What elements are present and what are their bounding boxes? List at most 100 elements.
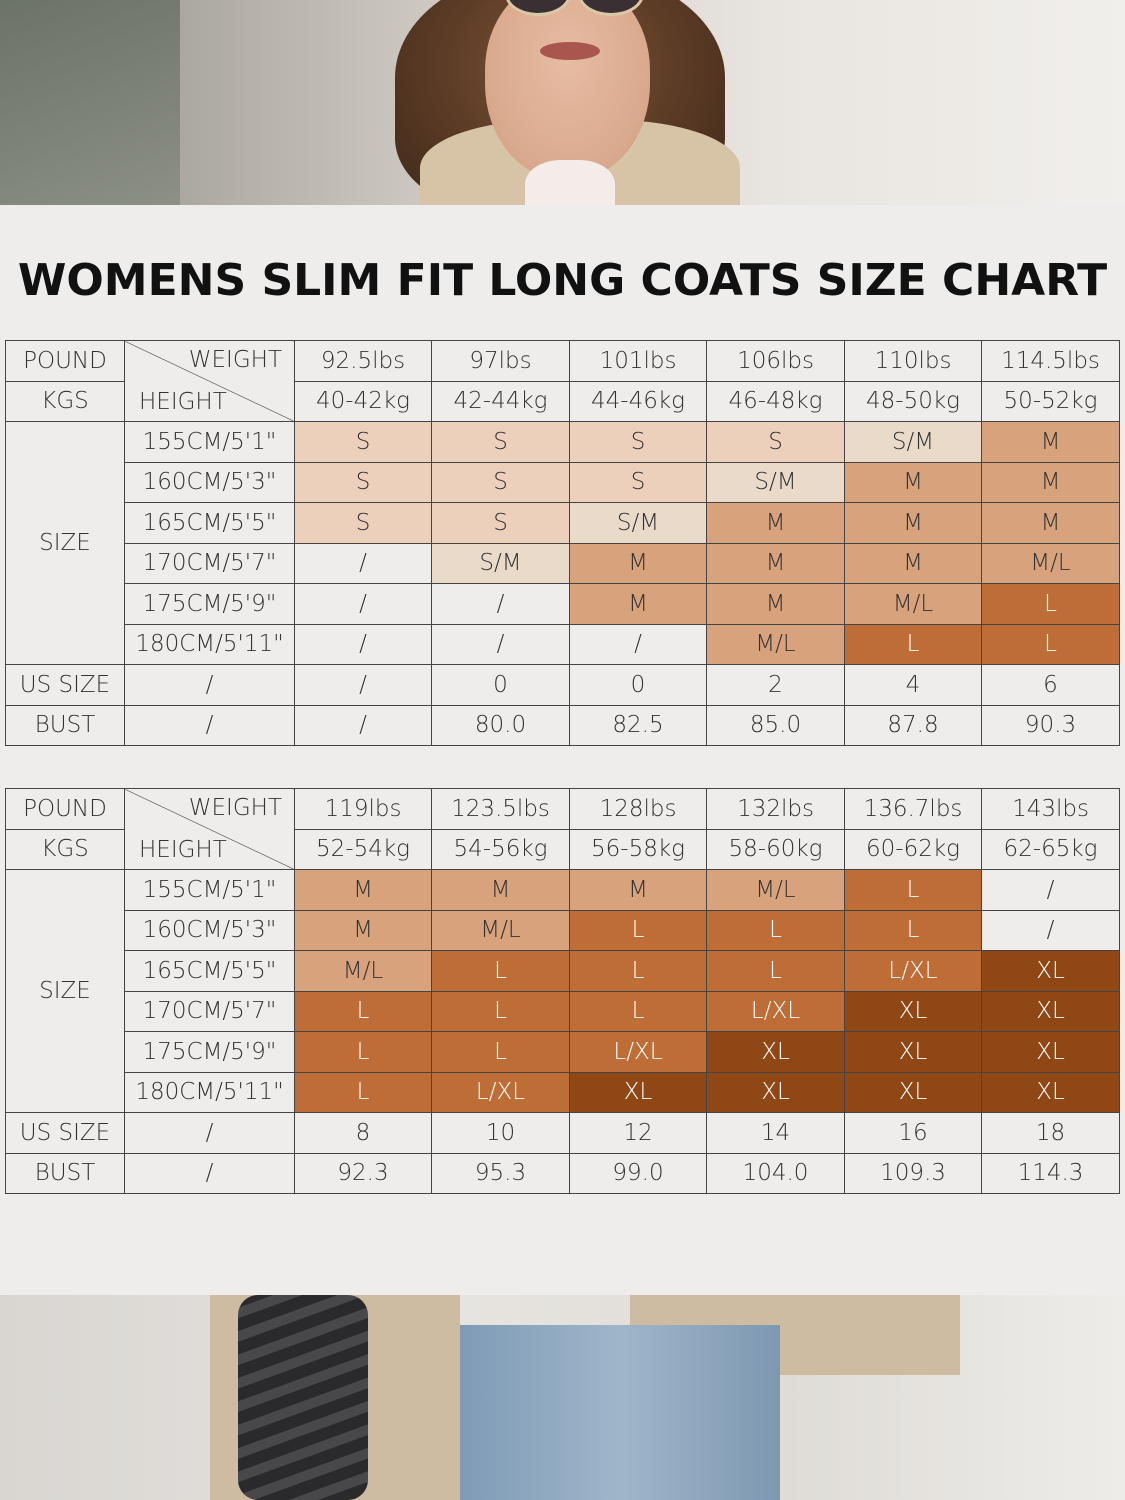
size-cell: M (981, 421, 1120, 463)
us-size-cell: 18 (981, 1112, 1120, 1154)
size-table-2: POUND WEIGHT HEIGHT 119lbs 123.5lbs 128lbs 132… (5, 788, 1120, 1194)
size-cell: M (569, 583, 707, 625)
kgs-cell: 54-56kg (431, 828, 570, 870)
size-cell: M/L (294, 950, 432, 992)
size-cell: XL (706, 1031, 845, 1073)
bust-label: BUST (5, 1152, 125, 1194)
us-size-cell: 8 (294, 1112, 432, 1154)
us-size-row: US SIZE //0 0 2 4 6 (5, 664, 1120, 706)
size-cell: L (844, 869, 982, 911)
size-cell: L (431, 950, 570, 992)
size-cell: / (569, 623, 707, 665)
pound-cell: 97lbs (431, 340, 570, 382)
size-cell: L/XL (431, 1071, 570, 1113)
size-cell: M (981, 461, 1120, 503)
pound-cell: 114.5lbs (981, 340, 1120, 382)
size-row: 175CM/5'9" L L L/XL XL XL XL (6, 1031, 1120, 1073)
size-cell: S (569, 461, 707, 503)
size-cell: L (431, 990, 570, 1032)
bust-cell: 85.0 (706, 704, 845, 746)
kgs-cell: 48-50kg (844, 380, 982, 422)
kgs-row: KGS 40-42kg 42-44kg 44-46kg 46-48kg 48-50kg 50… (5, 380, 1120, 422)
kgs-row: KGS 52-54kg 54-56kg 56-58kg 58-60kg 60-62kg 62… (5, 828, 1120, 870)
size-cell: S/M (431, 542, 570, 584)
size-cell: M (981, 502, 1120, 544)
size-cell: L (706, 950, 845, 992)
size-cell: M (706, 583, 845, 625)
height-cell: 155CM/5'1" (124, 421, 295, 463)
pound-row: POUND WEIGHT HEIGHT 92.5lbs 97lbs 101lbs 106lb… (5, 340, 1120, 422)
bust-label: BUST (5, 704, 125, 746)
size-cell: S (431, 461, 570, 503)
size-cell: M/L (706, 623, 845, 665)
size-table-1: POUND WEIGHT HEIGHT 92.5lbs 97lbs 101lbs 106lb… (5, 340, 1120, 746)
size-row: 165CM/5'5" M/L L L L L/XL XL (6, 950, 1120, 992)
kgs-cell: 60-62kg (844, 828, 982, 870)
size-cell: XL (569, 1071, 707, 1113)
size-cell: XL (844, 1071, 982, 1113)
kgs-label: KGS (5, 380, 125, 422)
bust-cell: 114.3 (981, 1152, 1120, 1194)
model-photo-top (0, 0, 1125, 205)
height-cell: 165CM/5'5" (124, 950, 295, 992)
size-cell: M/L (981, 542, 1120, 584)
sweater-neckline (525, 160, 615, 205)
size-cell: XL (981, 990, 1120, 1032)
size-cell: S (294, 421, 432, 463)
us-size-cell: 16 (844, 1112, 982, 1154)
us-size-cell: 6 (981, 664, 1120, 706)
page-title: WOMENS SLIM FIT LONG COATS SIZE CHART (17, 255, 1108, 306)
size-cell: M (844, 542, 982, 584)
bust-cell: / (124, 1152, 295, 1194)
size-cell: L (294, 990, 432, 1032)
weight-height-header: WEIGHT HEIGHT (124, 788, 295, 870)
bust-row: BUST/92.3 95.3 99.0 104.0 109.3 114.3 (5, 1152, 1120, 1194)
size-row: SIZE 155CM/5'1" M M M M/L L / (5, 869, 1120, 1113)
size-cell: M (294, 869, 432, 911)
size-cell: L (569, 909, 707, 951)
pound-cell: 101lbs (569, 340, 707, 382)
pound-label: POUND (5, 340, 125, 382)
size-cell: L (431, 1031, 570, 1073)
pound-cell: 110lbs (844, 340, 982, 382)
height-cell: 170CM/5'7" (124, 542, 295, 584)
size-cell: S/M (706, 461, 845, 503)
us-size-cell: / (294, 664, 432, 706)
weight-label: WEIGHT (188, 795, 282, 821)
kgs-cell: 46-48kg (706, 380, 845, 422)
size-row: 160CM/5'3" M M/L L L L / (6, 909, 1120, 951)
pound-label: POUND (5, 788, 125, 830)
us-size-cell: / (124, 664, 295, 706)
size-cell: XL (981, 950, 1120, 992)
bust-cell: 104.0 (706, 1152, 845, 1194)
size-cell: L (569, 990, 707, 1032)
kgs-cell: 50-52kg (981, 380, 1120, 422)
size-cell: M/L (844, 583, 982, 625)
height-cell: 160CM/5'3" (124, 461, 295, 503)
pound-cell: 132lbs (706, 788, 845, 830)
size-row: 175CM/5'9" / / M M M/L L (6, 583, 1120, 625)
us-size-cell: 12 (569, 1112, 707, 1154)
size-cell: M (844, 461, 982, 503)
size-row: 180CM/5'11" / / / M/L L L (6, 623, 1120, 665)
size-cell: L (706, 909, 845, 951)
size-cell: M (431, 869, 570, 911)
size-cell: L (844, 909, 982, 951)
kgs-cell: 42-44kg (431, 380, 570, 422)
kgs-cell: 62-65kg (981, 828, 1120, 870)
kgs-cell: 44-46kg (569, 380, 707, 422)
size-cell: S (706, 421, 845, 463)
us-size-label: US SIZE (5, 664, 125, 706)
size-row: 170CM/5'7" / S/M M M M M/L (6, 542, 1120, 584)
weight-label: WEIGHT (188, 347, 282, 373)
size-cell: / (294, 583, 432, 625)
height-label: HEIGHT (139, 837, 227, 863)
us-size-cell: / (124, 1112, 295, 1154)
size-cell: M/L (706, 869, 845, 911)
bust-cell: / (294, 704, 432, 746)
size-cell: L (844, 623, 982, 665)
size-cell: / (981, 909, 1120, 951)
size-cell: M (294, 909, 432, 951)
pound-cell: 119lbs (294, 788, 432, 830)
size-cell: M (569, 869, 707, 911)
